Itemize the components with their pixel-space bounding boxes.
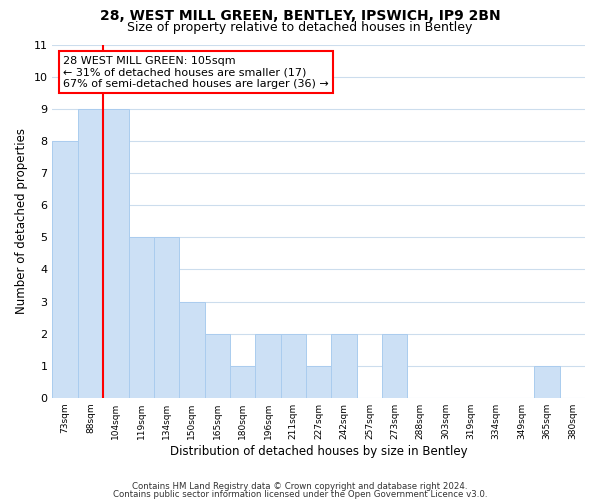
- Bar: [534, 366, 560, 398]
- Bar: [230, 366, 256, 398]
- Text: 28, WEST MILL GREEN, BENTLEY, IPSWICH, IP9 2BN: 28, WEST MILL GREEN, BENTLEY, IPSWICH, I…: [100, 9, 500, 23]
- Bar: [52, 141, 78, 398]
- Bar: [179, 302, 205, 398]
- Bar: [128, 238, 154, 398]
- Bar: [382, 334, 407, 398]
- Bar: [306, 366, 331, 398]
- Bar: [281, 334, 306, 398]
- Bar: [256, 334, 281, 398]
- Text: 28 WEST MILL GREEN: 105sqm
← 31% of detached houses are smaller (17)
67% of semi: 28 WEST MILL GREEN: 105sqm ← 31% of deta…: [63, 56, 329, 89]
- Text: Contains HM Land Registry data © Crown copyright and database right 2024.: Contains HM Land Registry data © Crown c…: [132, 482, 468, 491]
- Text: Contains public sector information licensed under the Open Government Licence v3: Contains public sector information licen…: [113, 490, 487, 499]
- Text: Size of property relative to detached houses in Bentley: Size of property relative to detached ho…: [127, 21, 473, 34]
- Y-axis label: Number of detached properties: Number of detached properties: [15, 128, 28, 314]
- Bar: [103, 109, 128, 398]
- Bar: [331, 334, 357, 398]
- Bar: [205, 334, 230, 398]
- Bar: [154, 238, 179, 398]
- X-axis label: Distribution of detached houses by size in Bentley: Distribution of detached houses by size …: [170, 444, 467, 458]
- Bar: [78, 109, 103, 398]
